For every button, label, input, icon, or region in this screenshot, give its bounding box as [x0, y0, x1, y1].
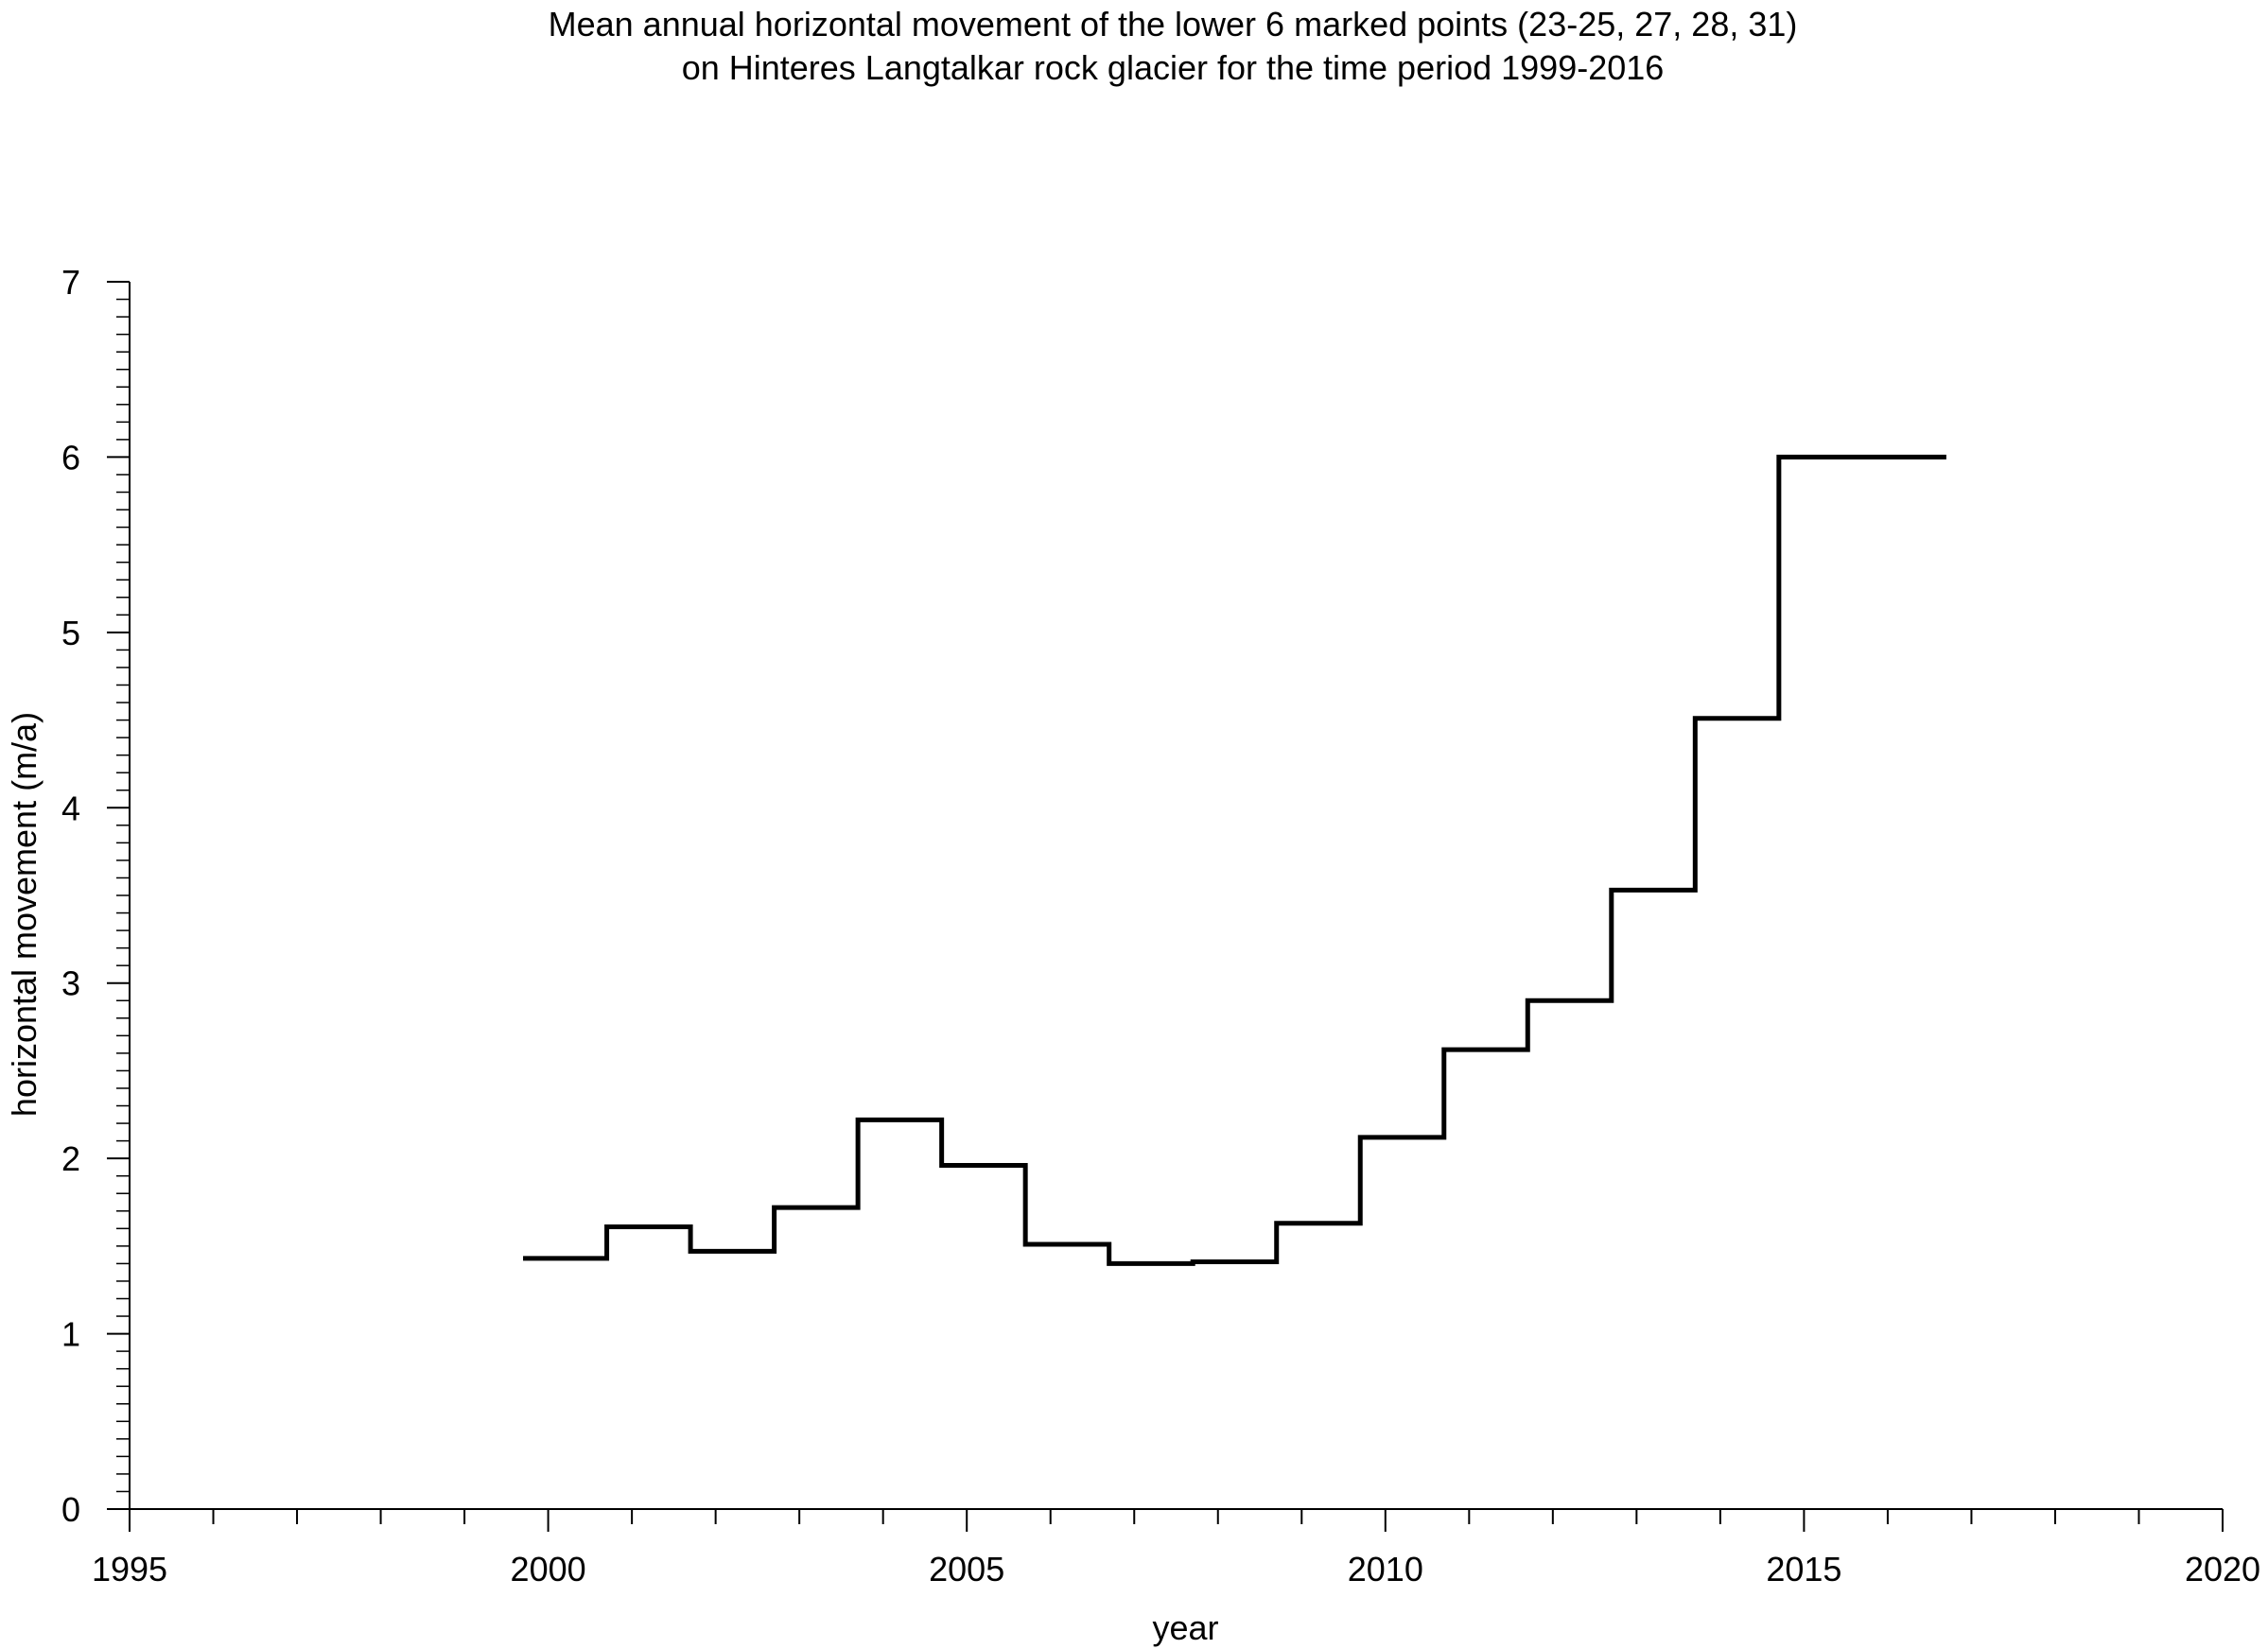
x-tick-label: 2020 [2185, 1550, 2260, 1588]
y-axis-title: horizontal movement (m/a) [5, 712, 44, 1117]
x-tick-label: 2015 [1766, 1550, 1841, 1588]
x-tick-label: 2000 [511, 1550, 586, 1588]
chart-title: Mean annual horizontal movement of the l… [549, 5, 1798, 87]
x-tick-label: 2005 [929, 1550, 1004, 1588]
x-axis-ticks [129, 1509, 2224, 1532]
y-tick-label: 0 [61, 1490, 80, 1529]
y-axis-ticks [107, 281, 130, 1510]
movement-step-segments [523, 457, 1946, 1263]
x-tick-label: 1995 [92, 1550, 167, 1588]
movement-step-line [523, 454, 1946, 1266]
y-tick-label: 2 [61, 1139, 80, 1178]
y-tick-label: 3 [61, 964, 80, 1003]
x-axis-title: year [1152, 1608, 1218, 1647]
chart-title-line-2: on Hinteres Langtalkar rock glacier for … [682, 48, 1665, 87]
chart-title-line-1: Mean annual horizontal movement of the l… [549, 5, 1798, 43]
y-tick-label: 4 [61, 789, 80, 827]
y-tick-label: 1 [61, 1315, 80, 1354]
y-tick-label: 7 [61, 263, 80, 302]
y-tick-label: 5 [61, 614, 80, 652]
y-axis-tick-labels: 0 1 2 3 4 5 6 7 [61, 263, 80, 1529]
y-tick-label: 6 [61, 438, 80, 477]
x-axis-tick-labels: 1995 2000 2005 2010 2015 2020 [92, 1550, 2260, 1588]
x-tick-label: 2010 [1348, 1550, 1423, 1588]
